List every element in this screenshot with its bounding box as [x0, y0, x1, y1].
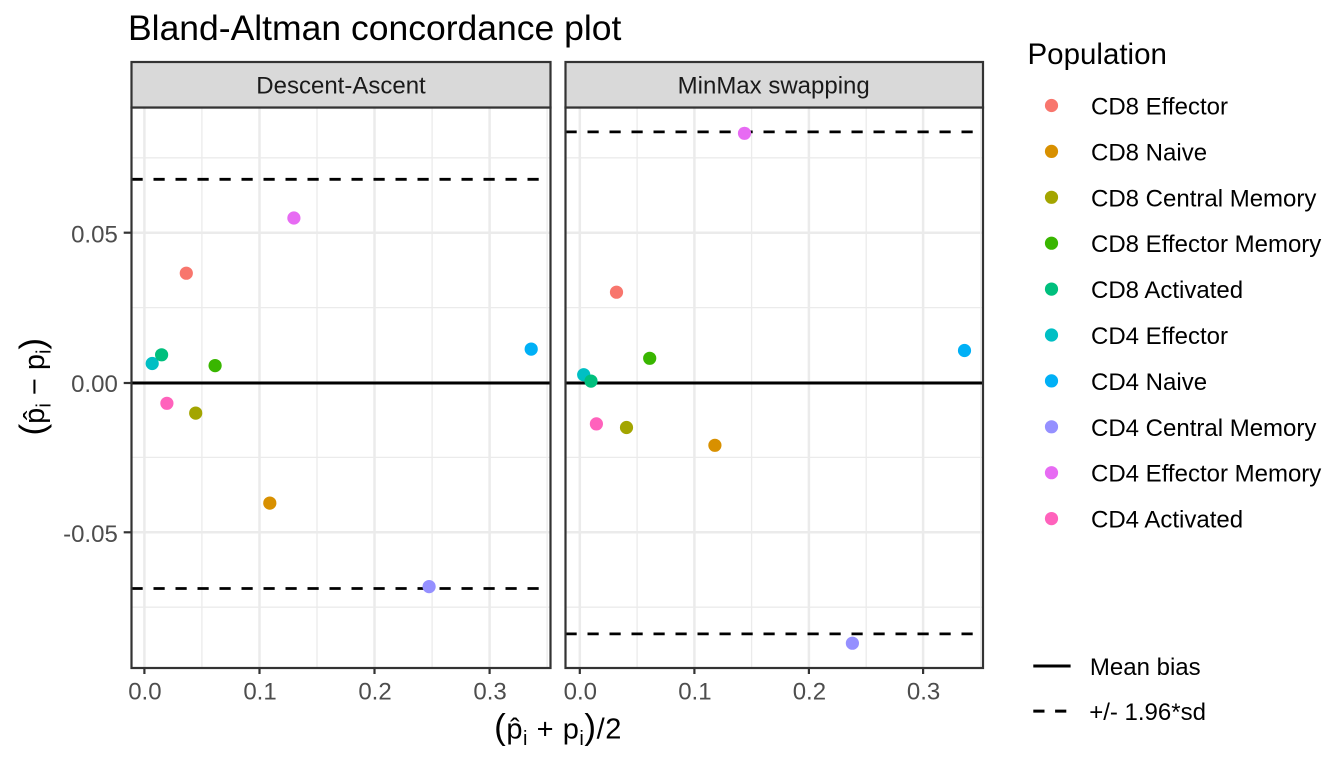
svg-text:CD8 Activated: CD8 Activated — [1091, 277, 1243, 304]
svg-text:CD4 Activated: CD4 Activated — [1091, 507, 1243, 534]
svg-text:0.0: 0.0 — [128, 678, 161, 705]
svg-text:0.2: 0.2 — [793, 678, 826, 705]
svg-text:0.05: 0.05 — [71, 221, 118, 248]
svg-text:CD8 Central Memory: CD8 Central Memory — [1091, 185, 1316, 212]
svg-text:CD4 Central Memory: CD4 Central Memory — [1091, 415, 1316, 442]
svg-text:+/- 1.96*sd: +/- 1.96*sd — [1089, 699, 1206, 726]
svg-text:0.1: 0.1 — [678, 678, 711, 705]
svg-text:(p̂i − pi): (p̂i − pi) — [13, 338, 56, 436]
svg-text:(p̂i + pi)/2: (p̂i + pi)/2 — [494, 707, 622, 750]
svg-text:0.3: 0.3 — [473, 678, 506, 705]
svg-text:Descent-Ascent: Descent-Ascent — [256, 73, 426, 100]
svg-text:CD4 Naive: CD4 Naive — [1091, 369, 1207, 396]
svg-text:CD4 Effector Memory: CD4 Effector Memory — [1091, 461, 1321, 488]
svg-text:CD8 Effector Memory: CD8 Effector Memory — [1091, 231, 1321, 258]
svg-text:0.2: 0.2 — [358, 678, 391, 705]
svg-text:CD8 Naive: CD8 Naive — [1091, 139, 1207, 166]
svg-text:0.00: 0.00 — [71, 371, 118, 398]
svg-text:0.0: 0.0 — [564, 678, 597, 705]
svg-text:Population: Population — [1028, 38, 1167, 71]
svg-text:0.1: 0.1 — [243, 678, 276, 705]
svg-text:MinMax swapping: MinMax swapping — [678, 73, 870, 100]
svg-text:CD8 Effector: CD8 Effector — [1091, 94, 1228, 121]
svg-text:-0.05: -0.05 — [63, 521, 118, 548]
svg-text:0.3: 0.3 — [907, 678, 940, 705]
svg-text:Mean bias: Mean bias — [1090, 654, 1201, 681]
svg-text:Bland-Altman concordance plot: Bland-Altman concordance plot — [128, 8, 621, 48]
svg-text:CD4 Effector: CD4 Effector — [1091, 323, 1228, 350]
